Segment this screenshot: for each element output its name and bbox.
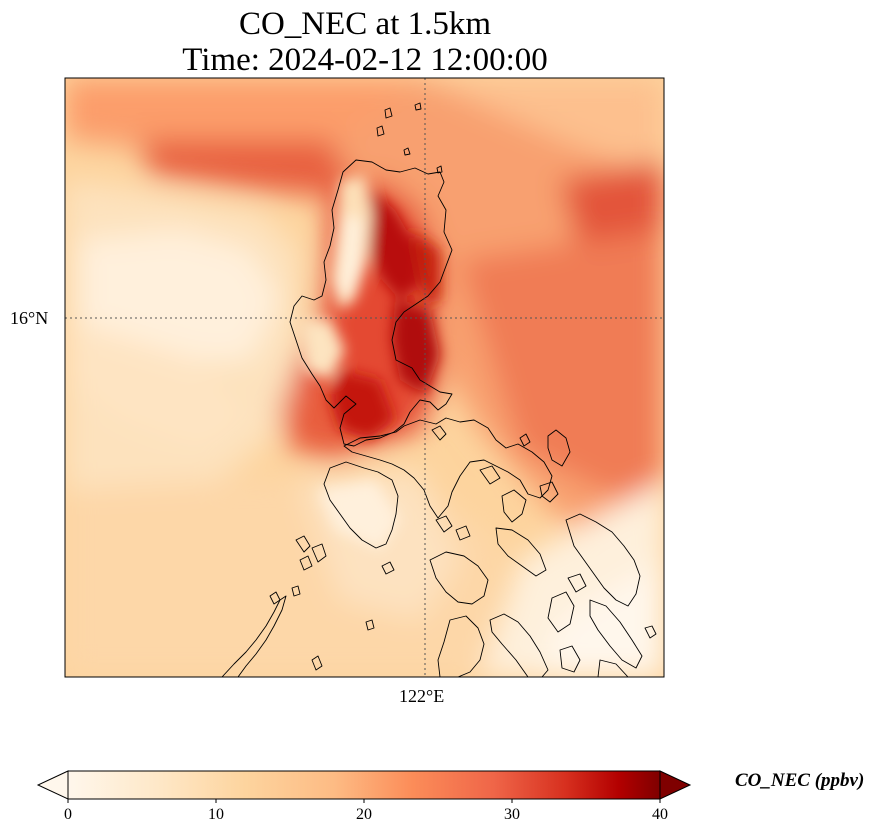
coastlines bbox=[221, 102, 657, 677]
colorbar-tick-0: 0 bbox=[64, 806, 72, 823]
colorbar-tick-20: 20 bbox=[356, 806, 372, 823]
map-title-line-1: CO_NEC at 1.5km bbox=[238, 6, 492, 42]
colorbar-extend-low bbox=[36, 770, 69, 800]
map-frame bbox=[64, 77, 665, 678]
map-title-line-2: Time: 2024-02-12 12:00:00 bbox=[182, 42, 548, 78]
lon-tick-label: 122°E bbox=[399, 686, 445, 706]
colorbar-extend-high bbox=[659, 770, 692, 800]
colorbar-tick-30: 30 bbox=[504, 806, 520, 823]
colorbar-gradient bbox=[68, 771, 660, 799]
lat-tick-label: 16°N bbox=[10, 308, 49, 328]
colorbar-label: CO_NEC (ppbv) bbox=[735, 770, 865, 791]
concentration-field bbox=[65, 78, 664, 677]
colorbar bbox=[36, 770, 692, 803]
colorbar-tick-10: 10 bbox=[208, 806, 224, 823]
colorbar-tick-40: 40 bbox=[652, 806, 668, 823]
